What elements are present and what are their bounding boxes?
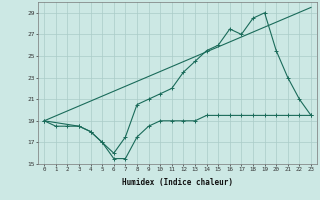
X-axis label: Humidex (Indice chaleur): Humidex (Indice chaleur) [122, 178, 233, 187]
